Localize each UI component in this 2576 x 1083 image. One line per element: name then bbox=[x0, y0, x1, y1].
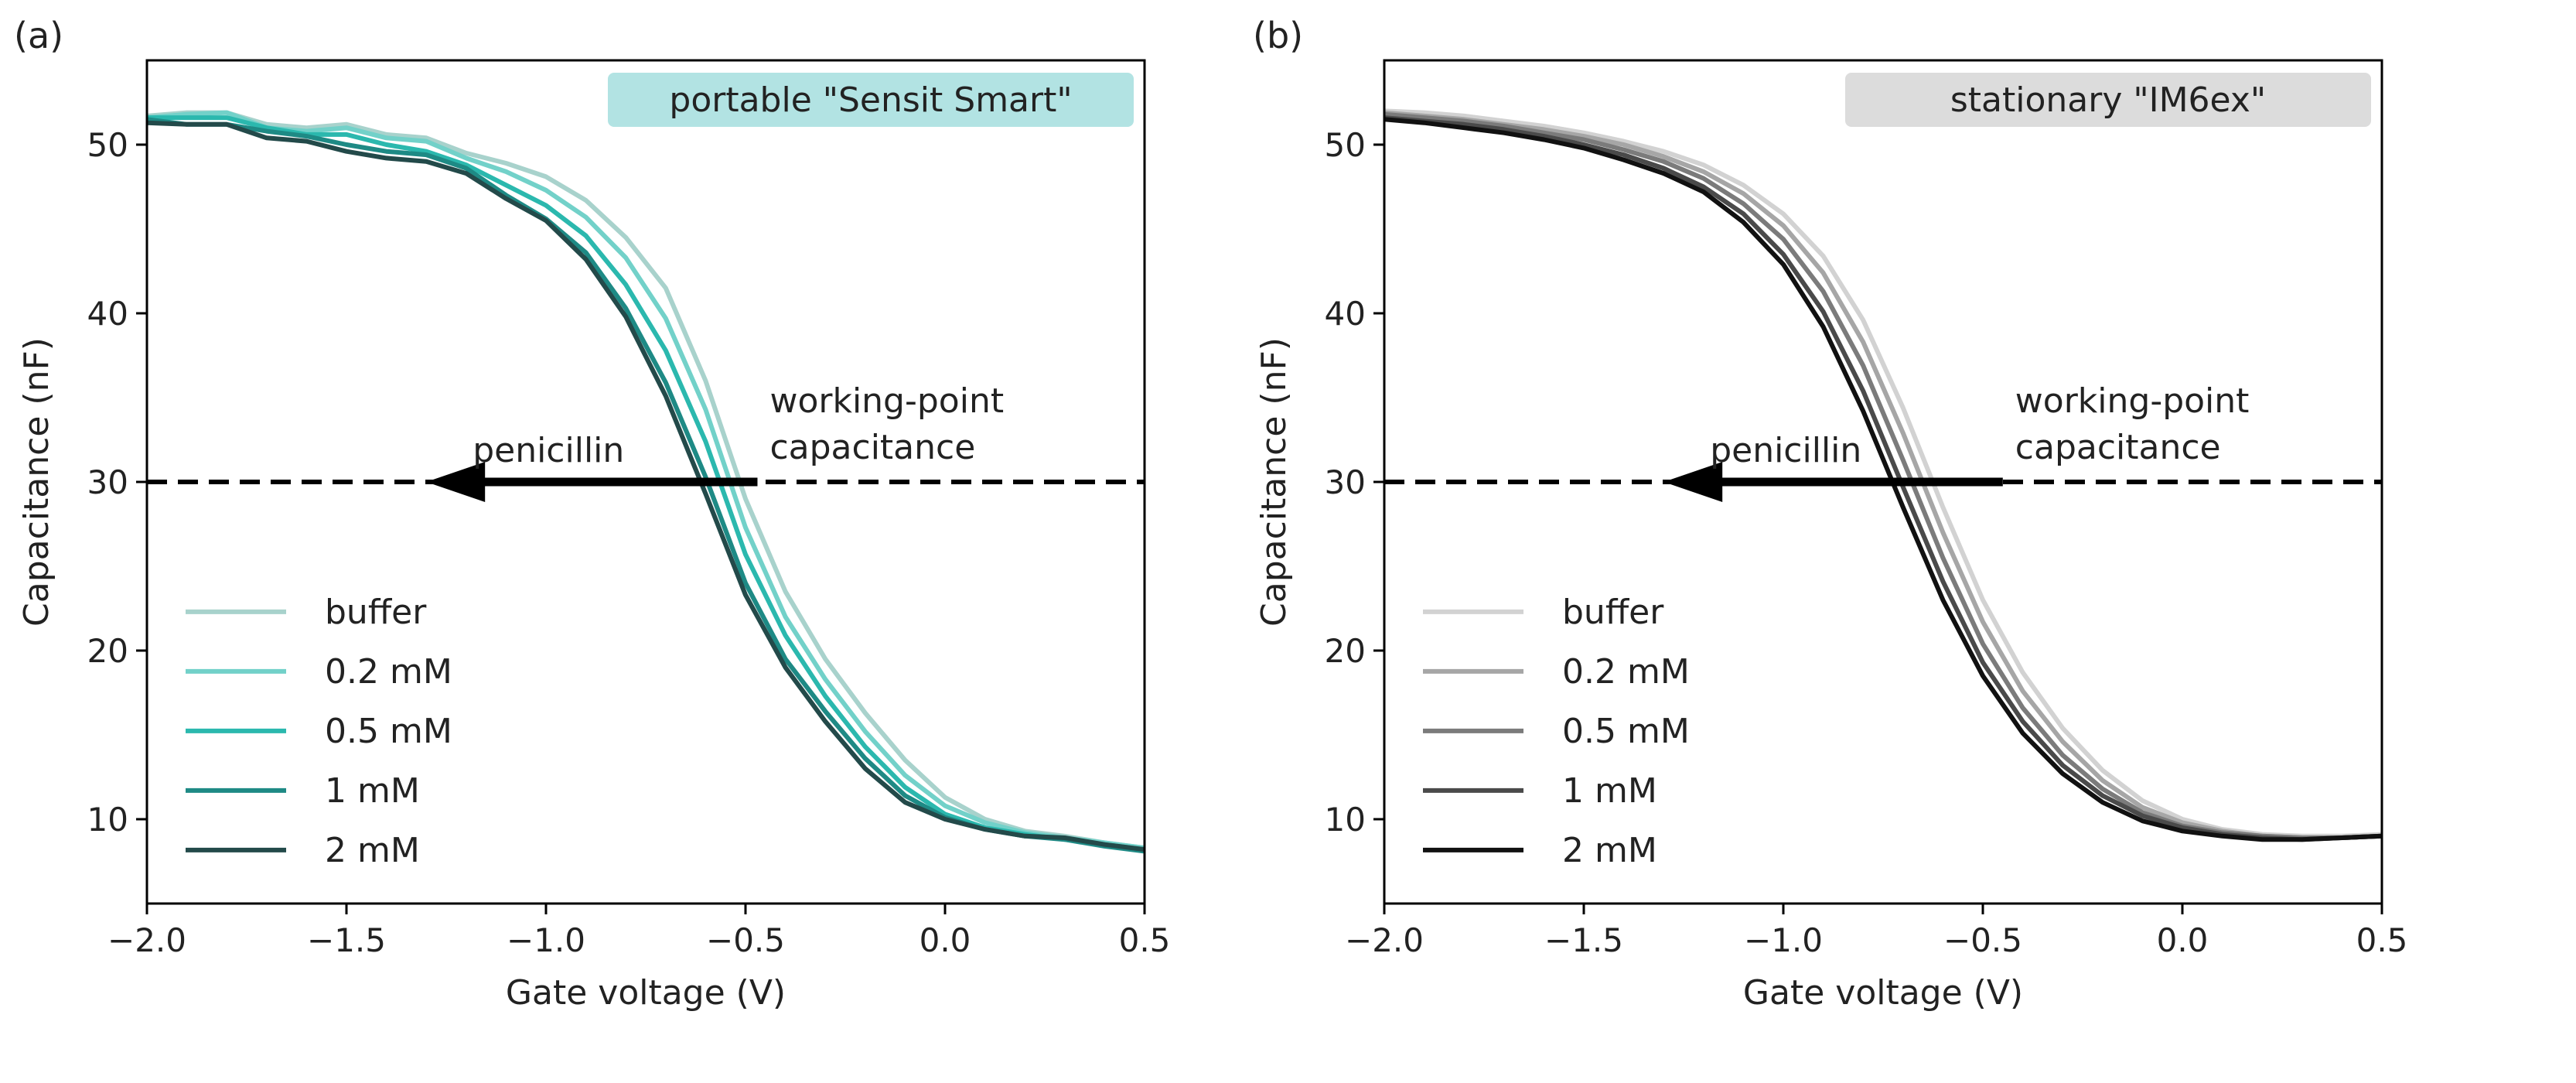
legend-label: 0.5 mM bbox=[325, 712, 452, 751]
series-line-buffer bbox=[147, 110, 1145, 851]
legend-label: 1 mM bbox=[325, 771, 420, 811]
x-tick-label: 0.0 bbox=[920, 921, 971, 959]
annotation-penicillin: penicillin bbox=[1710, 431, 1861, 470]
series-group bbox=[147, 110, 1145, 854]
series-line-0-2-mm bbox=[147, 110, 1145, 851]
annotation-working-point: working-point bbox=[2015, 381, 2250, 421]
x-tick-label: −0.5 bbox=[706, 921, 785, 959]
y-axis-title: Capacitance (nF) bbox=[1254, 337, 1294, 627]
y-tick-label: 20 bbox=[1325, 632, 1366, 670]
x-tick-label: −2.0 bbox=[107, 921, 186, 959]
instrument-badge bbox=[608, 73, 1134, 127]
x-tick-label: −1.0 bbox=[507, 921, 585, 959]
legend-label: 2 mM bbox=[325, 831, 420, 870]
x-axis-title: Gate voltage (V) bbox=[1743, 973, 2023, 1013]
y-tick-label: 50 bbox=[1325, 126, 1366, 164]
legend-label: buffer bbox=[1562, 593, 1664, 632]
legend-label: 0.5 mM bbox=[1562, 712, 1690, 751]
arrow-head bbox=[1663, 462, 1723, 502]
y-tick-label: 10 bbox=[1325, 801, 1366, 839]
arrow-head bbox=[426, 462, 486, 502]
x-tick-label: −1.5 bbox=[307, 921, 386, 959]
x-tick-label: 0.0 bbox=[2157, 921, 2209, 959]
y-tick-label: 30 bbox=[87, 463, 128, 501]
legend-label: 2 mM bbox=[1562, 831, 1657, 870]
instrument-badge bbox=[1845, 73, 2371, 127]
panel-b: (b) penicillin working-point capacitance −2.… bbox=[1253, 15, 2407, 1013]
panel-label: (b) bbox=[1253, 15, 1303, 56]
x-tick-label: −0.5 bbox=[1943, 921, 2022, 959]
legend-label: 0.2 mM bbox=[325, 652, 452, 692]
y-tick-label: 50 bbox=[87, 126, 128, 164]
y-tick-label: 40 bbox=[87, 295, 128, 333]
legend-label: buffer bbox=[325, 593, 427, 632]
series-group bbox=[1384, 108, 2382, 842]
instrument-badge-label: stationary "IM6ex" bbox=[1950, 80, 2266, 120]
annotation-working-point: working-point bbox=[769, 381, 1004, 421]
series-line-2-mm bbox=[147, 120, 1145, 852]
y-tick-label: 30 bbox=[1325, 463, 1366, 501]
panel-label: (a) bbox=[14, 15, 63, 56]
annotation-capacitance: capacitance bbox=[2015, 428, 2221, 467]
annotation-capacitance: capacitance bbox=[769, 428, 975, 467]
series-line-buffer bbox=[1384, 108, 2382, 839]
x-tick-label: −1.0 bbox=[1744, 921, 1823, 959]
series-line-0-5-mm bbox=[1384, 111, 2382, 840]
y-axis-title: Capacitance (nF) bbox=[17, 337, 56, 627]
x-tick-label: −2.0 bbox=[1345, 921, 1424, 959]
series-line-0-2-mm bbox=[1384, 110, 2382, 840]
annotation-penicillin: penicillin bbox=[473, 431, 624, 470]
x-tick-label: −1.5 bbox=[1544, 921, 1623, 959]
panel-a: (a) penicillin working-point capacitance −2.… bbox=[14, 15, 1170, 1013]
legend-label: 0.2 mM bbox=[1562, 652, 1690, 692]
y-tick-label: 10 bbox=[87, 801, 128, 839]
y-tick-label: 20 bbox=[87, 632, 128, 670]
legend-label: 1 mM bbox=[1562, 771, 1657, 811]
series-line-2-mm bbox=[1384, 117, 2382, 842]
x-axis-title: Gate voltage (V) bbox=[506, 973, 786, 1013]
x-tick-label: 0.5 bbox=[1119, 921, 1171, 959]
x-tick-label: 0.5 bbox=[2356, 921, 2408, 959]
instrument-badge-label: portable "Sensit Smart" bbox=[669, 80, 1072, 120]
y-tick-label: 40 bbox=[1325, 295, 1366, 333]
